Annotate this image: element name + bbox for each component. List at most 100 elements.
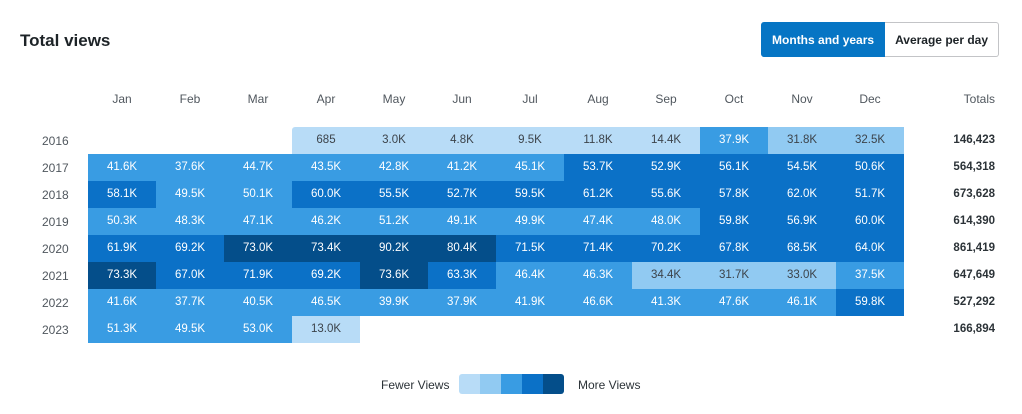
year-total: 647,649 bbox=[953, 269, 995, 281]
heatmap-cell[interactable]: 57.8K bbox=[700, 181, 768, 208]
heatmap-cell[interactable]: 54.5K bbox=[768, 154, 836, 181]
heatmap-cell[interactable]: 48.3K bbox=[156, 208, 224, 235]
heatmap-cell[interactable]: 31.8K bbox=[768, 127, 836, 154]
year-total: 614,390 bbox=[953, 215, 995, 227]
heatmap-cell[interactable]: 73.4K bbox=[292, 235, 360, 262]
heatmap-cell[interactable]: 39.9K bbox=[360, 289, 428, 316]
heatmap-cell[interactable]: 49.5K bbox=[156, 316, 224, 343]
heatmap-cell[interactable]: 37.7K bbox=[156, 289, 224, 316]
heatmap-cell[interactable]: 90.2K bbox=[360, 235, 428, 262]
heatmap-cell[interactable]: 62.0K bbox=[768, 181, 836, 208]
heatmap-cell[interactable]: 32.5K bbox=[836, 127, 904, 154]
heatmap-cell[interactable]: 67.0K bbox=[156, 262, 224, 289]
page-title: Total views bbox=[20, 31, 111, 50]
heatmap-cell[interactable]: 64.0K bbox=[836, 235, 904, 262]
heatmap-cell[interactable]: 56.1K bbox=[700, 154, 768, 181]
heatmap-cell[interactable]: 60.0K bbox=[836, 208, 904, 235]
heatmap-cell[interactable]: 42.8K bbox=[360, 154, 428, 181]
heatmap-cell[interactable]: 71.9K bbox=[224, 262, 292, 289]
year-label: 2016 bbox=[42, 134, 69, 148]
heatmap-cell[interactable]: 3.0K bbox=[360, 127, 428, 154]
heatmap-cell[interactable]: 59.5K bbox=[496, 181, 564, 208]
heatmap-cell[interactable]: 61.9K bbox=[88, 235, 156, 262]
year-total: 146,423 bbox=[953, 134, 995, 146]
heatmap-cell[interactable]: 51.3K bbox=[88, 316, 156, 343]
month-header: Jul bbox=[522, 92, 538, 106]
heatmap-cell[interactable]: 58.1K bbox=[88, 181, 156, 208]
year-label: 2022 bbox=[42, 296, 69, 310]
heatmap-cell[interactable]: 73.0K bbox=[224, 235, 292, 262]
heatmap-cell[interactable]: 49.9K bbox=[496, 208, 564, 235]
heatmap-cell[interactable]: 14.4K bbox=[632, 127, 700, 154]
heatmap-cell[interactable]: 41.9K bbox=[496, 289, 564, 316]
heatmap-cell[interactable]: 37.5K bbox=[836, 262, 904, 289]
month-header: Mar bbox=[247, 92, 269, 106]
heatmap-cell[interactable]: 56.9K bbox=[768, 208, 836, 235]
heatmap-cell[interactable]: 50.1K bbox=[224, 181, 292, 208]
heatmap-cell[interactable]: 55.5K bbox=[360, 181, 428, 208]
heatmap-cell[interactable]: 53.7K bbox=[564, 154, 632, 181]
heatmap-cell[interactable]: 53.0K bbox=[224, 316, 292, 343]
heatmap-cell[interactable]: 73.3K bbox=[88, 262, 156, 289]
heatmap-cell[interactable]: 52.7K bbox=[428, 181, 496, 208]
heatmap-cell[interactable]: 50.3K bbox=[88, 208, 156, 235]
heatmap-cell[interactable]: 46.2K bbox=[292, 208, 360, 235]
heatmap-cell[interactable]: 80.4K bbox=[428, 235, 496, 262]
heatmap-cell[interactable]: 40.5K bbox=[224, 289, 292, 316]
heatmap-cell[interactable]: 71.5K bbox=[496, 235, 564, 262]
heatmap-cell[interactable]: 46.1K bbox=[768, 289, 836, 316]
heatmap-cell[interactable]: 48.0K bbox=[632, 208, 700, 235]
heatmap-cell[interactable]: 46.3K bbox=[564, 262, 632, 289]
heatmap-cell[interactable]: 37.6K bbox=[156, 154, 224, 181]
heatmap-cell[interactable]: 49.1K bbox=[428, 208, 496, 235]
heatmap-cell[interactable]: 49.5K bbox=[156, 181, 224, 208]
heatmap-cell[interactable]: 52.9K bbox=[632, 154, 700, 181]
heatmap-cell[interactable]: 50.6K bbox=[836, 154, 904, 181]
heatmap-cell[interactable]: 41.2K bbox=[428, 154, 496, 181]
year-label: 2019 bbox=[42, 215, 69, 229]
heatmap-cell[interactable]: 11.8K bbox=[564, 127, 632, 154]
heatmap-cell[interactable]: 51.2K bbox=[360, 208, 428, 235]
heatmap-cell[interactable]: 46.6K bbox=[564, 289, 632, 316]
heatmap-cell[interactable]: 4.8K bbox=[428, 127, 496, 154]
heatmap-cell[interactable]: 69.2K bbox=[292, 262, 360, 289]
heatmap-cell[interactable]: 73.6K bbox=[360, 262, 428, 289]
heatmap-cell[interactable]: 63.3K bbox=[428, 262, 496, 289]
heatmap-cell[interactable]: 47.4K bbox=[564, 208, 632, 235]
heatmap-cell[interactable]: 37.9K bbox=[428, 289, 496, 316]
heatmap-cell[interactable]: 9.5K bbox=[496, 127, 564, 154]
heatmap-cell[interactable]: 41.3K bbox=[632, 289, 700, 316]
heatmap-cell[interactable]: 51.7K bbox=[836, 181, 904, 208]
heatmap-cell[interactable]: 71.4K bbox=[564, 235, 632, 262]
year-total: 673,628 bbox=[953, 188, 995, 200]
average-per-day-button[interactable]: Average per day bbox=[885, 22, 999, 57]
heatmap-cell[interactable]: 33.0K bbox=[768, 262, 836, 289]
heatmap-cell[interactable]: 37.9K bbox=[700, 127, 768, 154]
heatmap-cell[interactable]: 67.8K bbox=[700, 235, 768, 262]
heatmap-cell[interactable]: 47.6K bbox=[700, 289, 768, 316]
heatmap-cell[interactable]: 68.5K bbox=[768, 235, 836, 262]
heatmap-cell[interactable]: 45.1K bbox=[496, 154, 564, 181]
heatmap-cell[interactable]: 55.6K bbox=[632, 181, 700, 208]
heatmap-cell[interactable]: 59.8K bbox=[700, 208, 768, 235]
heatmap-cell[interactable]: 34.4K bbox=[632, 262, 700, 289]
heatmap-cell[interactable]: 41.6K bbox=[88, 154, 156, 181]
legend-fewer-label: Fewer Views bbox=[381, 378, 450, 392]
heatmap-cell[interactable]: 70.2K bbox=[632, 235, 700, 262]
year-label: 2020 bbox=[42, 242, 69, 256]
heatmap-cell[interactable]: 31.7K bbox=[700, 262, 768, 289]
heatmap-cell[interactable]: 44.7K bbox=[224, 154, 292, 181]
heatmap-cell[interactable]: 43.5K bbox=[292, 154, 360, 181]
heatmap-cell[interactable]: 59.8K bbox=[836, 289, 904, 316]
heatmap-cell[interactable]: 41.6K bbox=[88, 289, 156, 316]
heatmap-cell[interactable]: 13.0K bbox=[292, 316, 360, 343]
year-total: 527,292 bbox=[953, 296, 995, 308]
heatmap-cell[interactable]: 69.2K bbox=[156, 235, 224, 262]
heatmap-cell[interactable]: 685 bbox=[292, 127, 360, 154]
heatmap-cell[interactable]: 47.1K bbox=[224, 208, 292, 235]
heatmap-cell[interactable]: 46.5K bbox=[292, 289, 360, 316]
heatmap-cell[interactable]: 60.0K bbox=[292, 181, 360, 208]
heatmap-cell[interactable]: 61.2K bbox=[564, 181, 632, 208]
heatmap-cell[interactable]: 46.4K bbox=[496, 262, 564, 289]
months-and-years-button[interactable]: Months and years bbox=[761, 22, 886, 57]
